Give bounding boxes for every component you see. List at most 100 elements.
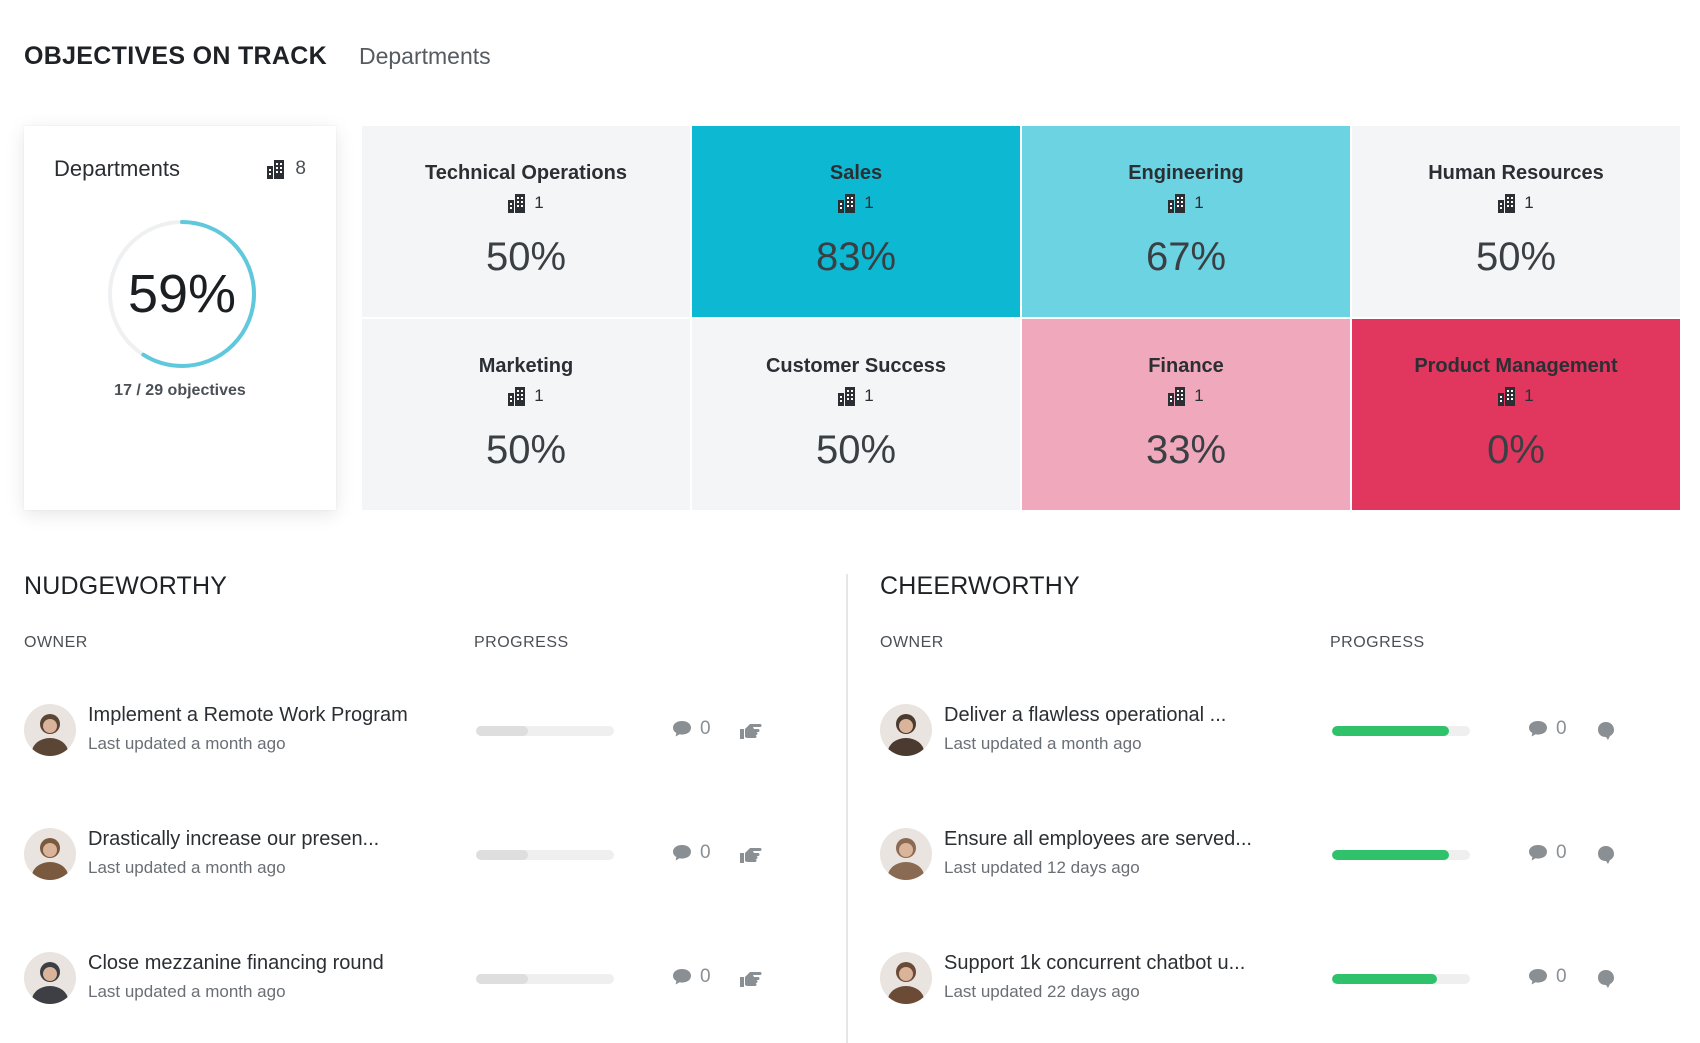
department-name: Engineering	[1128, 162, 1244, 184]
comment-button[interactable]: 0	[672, 842, 711, 864]
progress-column-header: PROGRESS	[474, 634, 569, 651]
objective-name[interactable]: Implement a Remote Work Program	[88, 704, 408, 726]
building-icon	[838, 386, 860, 406]
avatar[interactable]	[24, 952, 76, 1004]
last-updated: Last updated a month ago	[88, 734, 286, 753]
objective-name[interactable]: Drastically increase our presen...	[88, 828, 380, 850]
objectives-count: 17 / 29 objectives	[114, 382, 246, 399]
comment-count: 0	[1556, 718, 1567, 739]
department-percent: 50%	[1475, 235, 1557, 279]
objective-row[interactable]: Ensure all employees are served... Last u…	[880, 820, 1680, 882]
building-icon	[267, 160, 285, 179]
team-count-value: 1	[1194, 193, 1204, 212]
objective-name[interactable]: Deliver a flawless operational ...	[944, 704, 1227, 726]
comment-count: 0	[700, 842, 711, 863]
team-count-value: 1	[864, 386, 874, 405]
avatar[interactable]	[24, 704, 76, 756]
summary-count-value: 8	[295, 158, 306, 179]
summary-percent: 59%	[127, 264, 237, 324]
comment-bubble-icon	[1529, 845, 1547, 861]
avatar[interactable]	[880, 704, 932, 756]
avatar[interactable]	[880, 828, 932, 880]
owner-column-header: OWNER	[880, 634, 944, 651]
progress-bar-fill	[1332, 850, 1450, 860]
department-percent: 83%	[815, 235, 897, 279]
progress-bar	[1332, 850, 1470, 860]
building-icon	[1168, 193, 1190, 213]
owner-column-header: OWNER	[24, 634, 88, 651]
progress-bar-fill	[1332, 726, 1450, 736]
comment-button[interactable]: 0	[1528, 718, 1567, 740]
summary-card-title: Departments	[54, 156, 180, 181]
department-tile[interactable]: Technical Operations 1 50%	[362, 126, 690, 317]
department-percent: 33%	[1145, 428, 1227, 472]
summary-department-count: 8	[267, 158, 306, 180]
comment-bubble-icon	[1529, 969, 1547, 985]
last-updated: Last updated a month ago	[88, 858, 286, 877]
nudgeworthy-title: NUDGEWORTHY	[24, 572, 228, 600]
department-team-count: 1	[1498, 386, 1534, 406]
objective-row[interactable]: Deliver a flawless operational ... Last u…	[880, 696, 1680, 758]
cheer-icon[interactable]	[1594, 720, 1618, 742]
cheerworthy-title: CHEERWORTHY	[880, 572, 1080, 600]
department-tile[interactable]: Product Management 1 0%	[1352, 319, 1680, 510]
team-count-value: 1	[1524, 386, 1534, 405]
progress-bar	[1332, 726, 1470, 736]
department-tile[interactable]: Finance 1 33%	[1022, 319, 1350, 510]
comment-count: 0	[1556, 842, 1567, 863]
objective-row[interactable]: Close mezzanine financing round Last upda…	[24, 944, 824, 1006]
objective-name[interactable]: Close mezzanine financing round	[88, 952, 384, 974]
team-count-value: 1	[1194, 386, 1204, 405]
progress-bar-fill	[476, 726, 529, 736]
view-subtitle[interactable]: Departments	[358, 43, 491, 69]
comment-button[interactable]: 0	[672, 966, 711, 988]
page-title: OBJECTIVES ON TRACK	[24, 42, 327, 70]
department-team-count: 1	[508, 193, 544, 213]
avatar[interactable]	[24, 828, 76, 880]
comment-button[interactable]: 0	[672, 718, 711, 740]
objective-row[interactable]: Implement a Remote Work Program Last upda…	[24, 696, 824, 758]
team-count-value: 1	[534, 386, 544, 405]
objective-name[interactable]: Support 1k concurrent chatbot u...	[944, 952, 1246, 974]
progress-bar-fill	[1332, 974, 1437, 984]
department-tile[interactable]: Human Resources 1 50%	[1352, 126, 1680, 317]
objective-row[interactable]: Drastically increase our presen... Last u…	[24, 820, 824, 882]
department-team-count: 1	[1168, 193, 1204, 213]
cheer-icon[interactable]	[1594, 844, 1618, 866]
department-percent: 50%	[485, 235, 567, 279]
building-icon	[1498, 386, 1520, 406]
comment-button[interactable]: 0	[1528, 966, 1567, 988]
progress-bar-fill	[476, 850, 529, 860]
department-team-count: 1	[508, 386, 544, 406]
nudgeworthy-section: NUDGEWORTHY OWNER PROGRESS Implement a R…	[24, 572, 824, 1043]
department-heatmap: Technical Operations 1 50% Sales 1 83% Enginee…	[362, 126, 1680, 510]
objective-name[interactable]: Ensure all employees are served...	[944, 828, 1252, 850]
building-icon	[508, 193, 530, 213]
departments-summary-card[interactable]: Departments 8 59% 17 / 29 objectives	[24, 126, 336, 510]
nudge-hand-icon[interactable]	[738, 844, 762, 866]
progress-bar	[1332, 974, 1470, 984]
avatar[interactable]	[880, 952, 932, 1004]
department-percent: 67%	[1145, 235, 1227, 279]
nudge-hand-icon[interactable]	[738, 720, 762, 742]
last-updated: Last updated a month ago	[88, 982, 286, 1001]
department-tile[interactable]: Customer Success 1 50%	[692, 319, 1020, 510]
department-tile[interactable]: Engineering 1 67%	[1022, 126, 1350, 317]
cheerworthy-section: CHEERWORTHY OWNER PROGRESS Deliver a fla…	[880, 572, 1680, 1043]
comment-button[interactable]: 0	[1528, 842, 1567, 864]
department-percent: 50%	[815, 428, 897, 472]
cheer-icon[interactable]	[1594, 968, 1618, 990]
progress-gauge	[108, 220, 256, 368]
building-icon	[838, 193, 860, 213]
department-name: Technical Operations	[425, 162, 627, 184]
department-name: Human Resources	[1428, 162, 1604, 184]
department-team-count: 1	[838, 193, 874, 213]
building-icon	[1498, 193, 1520, 213]
objective-row[interactable]: Support 1k concurrent chatbot u... Last u…	[880, 944, 1680, 1006]
comment-count: 0	[1556, 966, 1567, 987]
department-tile[interactable]: Marketing 1 50%	[362, 319, 690, 510]
building-icon	[508, 386, 530, 406]
nudge-hand-icon[interactable]	[738, 968, 762, 990]
department-tile[interactable]: Sales 1 83%	[692, 126, 1020, 317]
progress-column-header: PROGRESS	[1330, 634, 1425, 651]
